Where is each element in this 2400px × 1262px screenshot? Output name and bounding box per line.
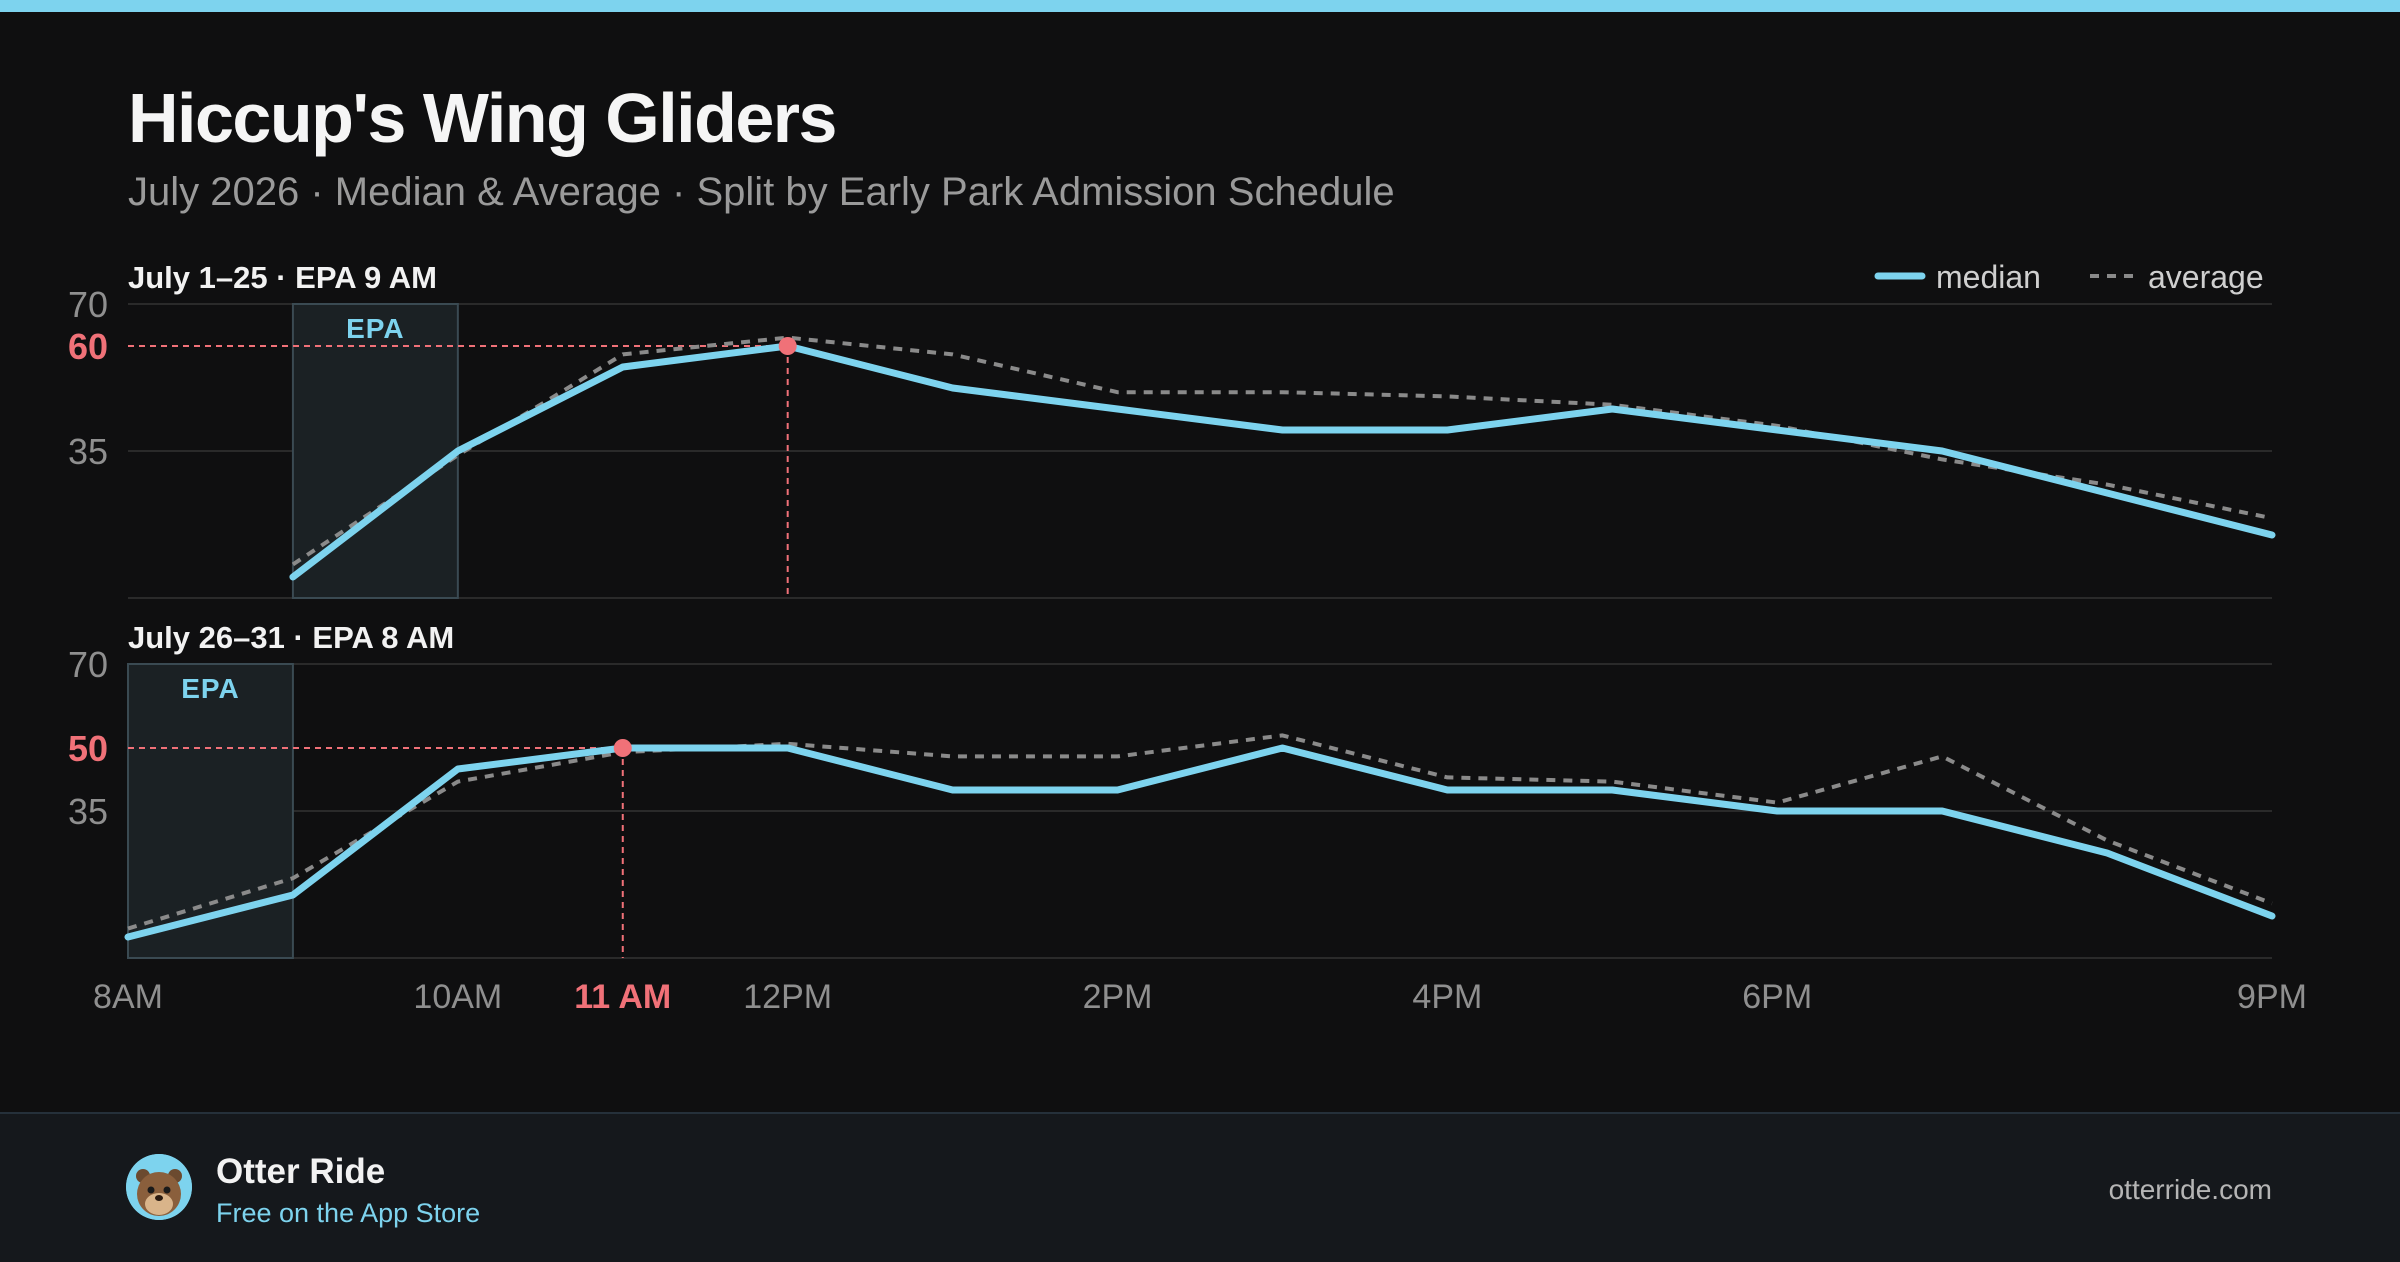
median-series-line: [289, 342, 2276, 581]
peak-value-label: 50: [68, 728, 108, 769]
panel-title: July 26–31 · EPA 8 AM: [128, 620, 454, 655]
x-tick-label: 6PM: [1742, 978, 1812, 1016]
website-link[interactable]: otterride.com: [2108, 1174, 2272, 1205]
y-tick-label: 35: [68, 431, 108, 472]
epa-label: EPA: [346, 313, 405, 344]
y-tick-label: 70: [68, 644, 108, 685]
x-highlight-label: 11 AM: [574, 978, 671, 1016]
peak-value-label: 60: [68, 326, 108, 367]
legend-median-label: median: [1936, 259, 2041, 295]
y-tick-label: 35: [68, 791, 108, 832]
brand-name: Otter Ride: [216, 1152, 386, 1191]
panel-title: July 1–25 · EPA 9 AM: [128, 260, 437, 295]
x-tick-label: 2PM: [1083, 978, 1153, 1016]
app-store-link[interactable]: Free on the App Store: [216, 1198, 481, 1228]
chart-subtitle: July 2026 · Median & Average · Split by …: [128, 170, 1395, 214]
epa-band: [127, 663, 294, 959]
x-tick-label: 10AM: [413, 978, 502, 1016]
peak-marker: [613, 739, 632, 757]
otter-avatar-icon: [126, 1154, 192, 1220]
x-tick-label: 12PM: [743, 978, 832, 1016]
average-series-line: [127, 733, 2273, 931]
footer: Otter Ride Free on the App Store otterri…: [0, 1112, 2400, 1262]
chart-canvas: July 1–25 · EPA 9 AM 70 35 EPA 60 July 26–31 …: [68, 259, 2307, 1016]
median-series-line: [124, 744, 2276, 941]
epa-label: EPA: [181, 673, 240, 704]
top-accent-bar: [0, 0, 2400, 12]
legend-average-label: average: [2148, 259, 2264, 295]
peak-marker: [778, 337, 797, 355]
x-tick-label: 4PM: [1412, 978, 1482, 1016]
average-series-line: [291, 335, 2273, 567]
epa-band: [291, 303, 459, 599]
x-tick-label: 8AM: [93, 978, 163, 1016]
x-tick-label: 9PM: [2237, 978, 2307, 1016]
chart-title: Hiccup's Wing Gliders: [128, 79, 837, 157]
y-tick-label: 70: [68, 284, 108, 325]
